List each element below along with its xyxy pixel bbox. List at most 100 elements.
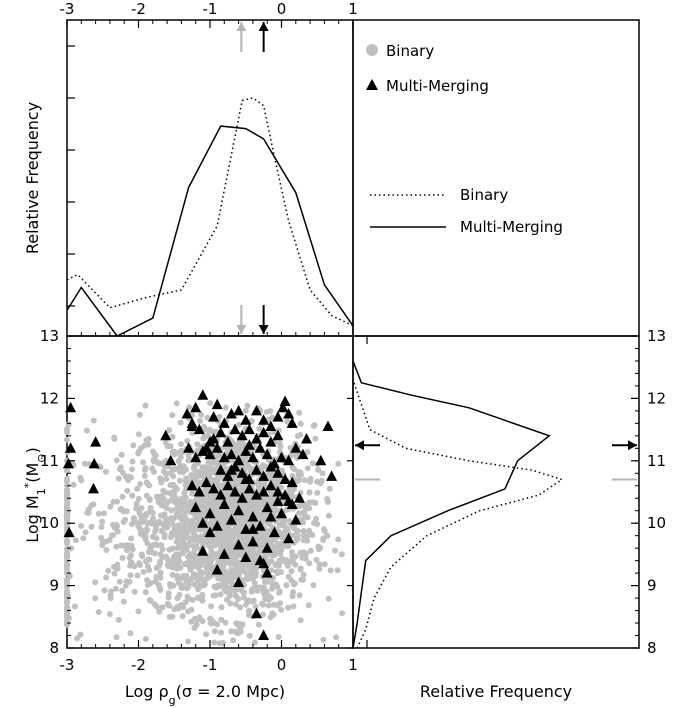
binary-point xyxy=(297,549,304,556)
binary-point xyxy=(232,442,239,449)
multimerging-point xyxy=(165,454,177,466)
binary-point xyxy=(295,477,302,484)
binary-point xyxy=(185,553,192,560)
binary-point xyxy=(188,606,195,613)
binary-point xyxy=(189,490,196,497)
binary-point xyxy=(180,604,187,611)
binary-point xyxy=(223,588,230,595)
right-histogram-group xyxy=(352,360,564,649)
binary-point xyxy=(182,599,189,606)
binary-point xyxy=(64,608,70,615)
multimerging-point xyxy=(265,511,277,522)
binary-point xyxy=(83,427,90,434)
binary-point xyxy=(130,442,137,449)
multimerging-point xyxy=(251,464,262,475)
binary-point xyxy=(207,619,214,626)
binary-point xyxy=(64,515,70,521)
binary-point xyxy=(197,418,203,424)
x-tick-label: -3 xyxy=(60,656,75,674)
binary-point xyxy=(78,522,85,529)
binary-point xyxy=(127,630,134,637)
binary-point xyxy=(150,456,157,463)
binary-point xyxy=(72,537,79,544)
binary-point xyxy=(64,539,70,546)
binary-point xyxy=(178,582,185,589)
multimerging-point xyxy=(265,479,277,491)
binary-point xyxy=(300,528,307,534)
binary-point xyxy=(314,489,321,496)
binary-point xyxy=(179,613,186,620)
binary-point xyxy=(169,433,176,440)
binary-point xyxy=(151,601,158,608)
binary-point xyxy=(174,595,181,602)
binary-point xyxy=(335,536,342,543)
binary-point xyxy=(233,482,240,489)
multimerging-point xyxy=(204,436,216,447)
binary-point xyxy=(128,560,135,566)
multimerging-point xyxy=(200,476,212,488)
binary-point xyxy=(142,636,149,642)
binary-point xyxy=(135,495,142,502)
binary-point xyxy=(338,551,345,558)
binary-point xyxy=(85,509,92,516)
top-median-arrow-multimerging-head xyxy=(258,22,269,31)
binary-point xyxy=(124,487,131,494)
binary-point xyxy=(256,529,263,536)
x-top-tick-label: -2 xyxy=(131,0,146,18)
binary-point xyxy=(184,593,191,600)
binary-point xyxy=(122,516,129,523)
multimerging-point xyxy=(247,451,259,463)
legend-multimerging-label: Multi-Merging xyxy=(386,77,489,95)
binary-point xyxy=(119,555,126,561)
multimerging-point xyxy=(225,464,237,475)
multimerging-point xyxy=(251,433,262,444)
binary-point xyxy=(154,459,161,466)
multimerging-point xyxy=(233,576,245,587)
binary-point xyxy=(207,400,214,407)
binary-point xyxy=(272,581,279,588)
multimerging-point xyxy=(233,539,245,550)
binary-point xyxy=(264,532,271,538)
binary-point xyxy=(160,495,167,502)
binary-point xyxy=(283,582,290,589)
multimerging-point xyxy=(62,457,74,469)
binary-point xyxy=(260,587,267,594)
multimerging-point xyxy=(276,451,287,463)
binary-point xyxy=(268,567,275,574)
binary-point xyxy=(250,597,257,604)
binary-point xyxy=(313,515,320,522)
binary-point xyxy=(225,527,232,534)
multimerging-point xyxy=(326,470,338,481)
legend-binary-line-label: Binary xyxy=(460,186,508,204)
binary-point xyxy=(241,518,248,525)
binary-point xyxy=(205,569,212,575)
binary-point xyxy=(296,510,302,517)
panel-bottom-right-frame xyxy=(352,335,640,649)
binary-point xyxy=(256,425,263,432)
binary-point xyxy=(242,407,249,414)
binary-point xyxy=(178,495,185,502)
binary-point xyxy=(221,541,228,548)
binary-point xyxy=(188,618,195,625)
binary-point xyxy=(295,472,302,479)
binary-point xyxy=(124,547,130,554)
binary-point xyxy=(184,576,191,583)
binary-point xyxy=(310,582,317,589)
multimerging-point xyxy=(247,523,259,534)
binary-point xyxy=(142,402,149,409)
binary-point xyxy=(173,562,180,569)
binary-point xyxy=(119,493,126,500)
binary-point xyxy=(253,534,259,541)
binary-point xyxy=(81,460,88,467)
multimerging-point xyxy=(190,401,202,413)
binary-point xyxy=(204,414,211,421)
binary-point xyxy=(297,566,304,573)
left-median-arrow-multimerging-head xyxy=(355,440,364,451)
binary-point xyxy=(276,522,283,529)
binary-point xyxy=(142,465,149,471)
binary-point xyxy=(169,613,176,620)
binary-point xyxy=(137,481,144,487)
binary-point xyxy=(135,431,142,438)
binary-point xyxy=(120,598,127,605)
binary-point xyxy=(288,568,295,575)
